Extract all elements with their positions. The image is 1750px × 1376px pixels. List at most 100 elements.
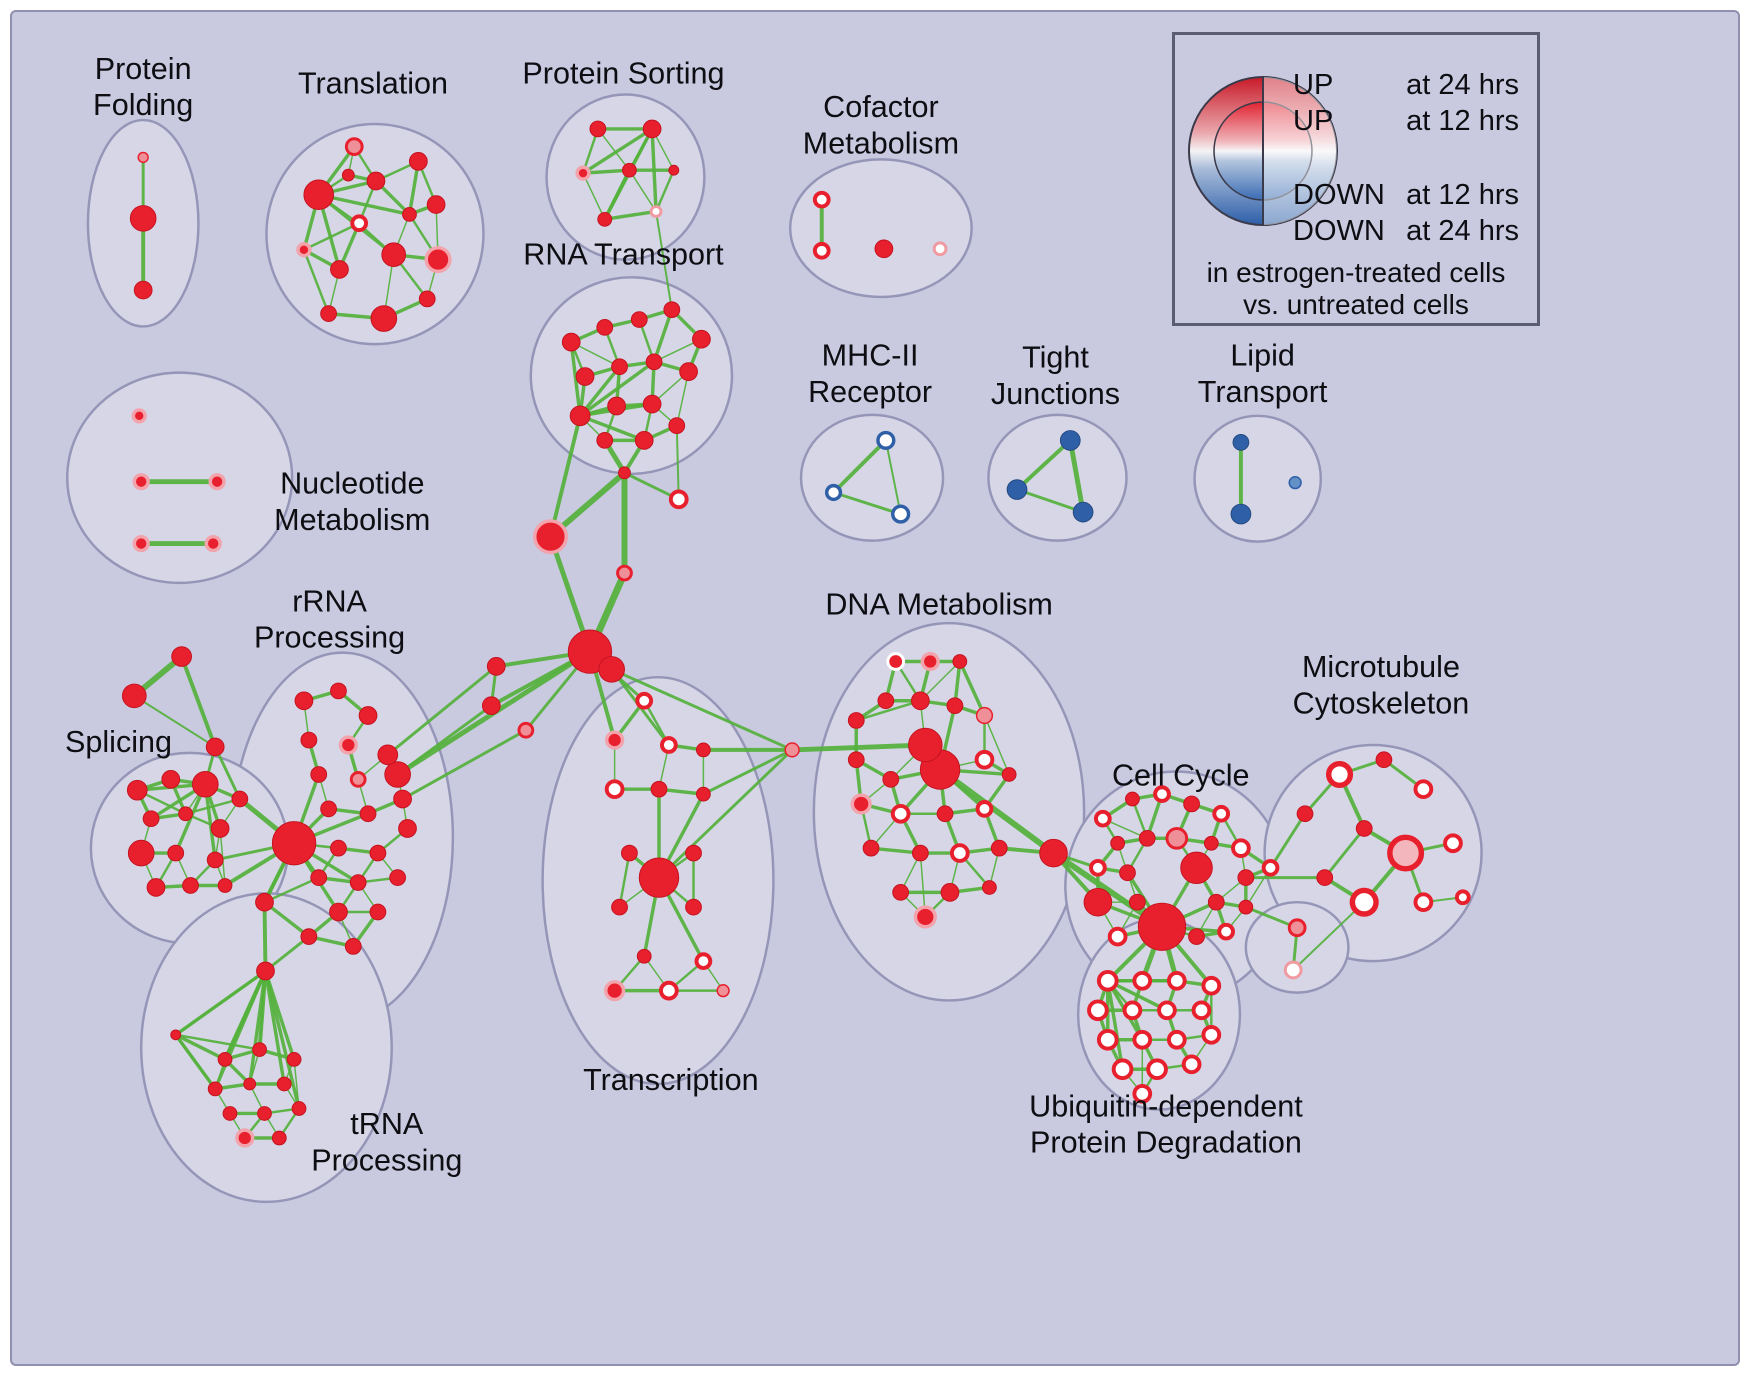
node-t1 bbox=[303, 179, 335, 210]
edge bbox=[937, 766, 1057, 857]
node-t7 bbox=[381, 242, 407, 267]
node-rt1 bbox=[596, 319, 614, 336]
node-s7 bbox=[127, 839, 155, 867]
edge bbox=[581, 168, 632, 175]
node-q4 bbox=[1087, 999, 1109, 1022]
node-q7 bbox=[1191, 1000, 1212, 1021]
node-q8 bbox=[1096, 1028, 1119, 1051]
edge bbox=[174, 1033, 217, 1090]
node-s2 bbox=[191, 771, 219, 798]
node-t10 bbox=[370, 305, 398, 332]
edge bbox=[581, 127, 654, 175]
legend-row-up-24: UP at 24 hrs bbox=[1293, 69, 1519, 102]
node-u1 bbox=[170, 1029, 182, 1041]
edge bbox=[1323, 827, 1366, 880]
network-canvas: Protein Folding Translation Protein Sorting… bbox=[10, 10, 1740, 1366]
node-c10 bbox=[1203, 835, 1219, 851]
node-x10 bbox=[611, 898, 628, 916]
network-figure: Protein Folding Translation Protein Sorting… bbox=[65, 52, 1483, 1204]
node-r7 bbox=[384, 761, 411, 788]
node-b6 bbox=[598, 656, 625, 683]
node-rt10 bbox=[607, 396, 626, 416]
node-t0 bbox=[344, 137, 364, 156]
label-protein-folding: Protein Folding bbox=[93, 52, 193, 122]
node-s12 bbox=[217, 878, 233, 893]
node-d7 bbox=[975, 706, 994, 725]
node-d21 bbox=[990, 839, 1008, 857]
node-d24 bbox=[982, 880, 997, 895]
node-r5 bbox=[338, 735, 358, 755]
legend: UP at 24 hrs UP at 12 hrs DOWN at 12 hrs… bbox=[1172, 32, 1540, 326]
node-d19 bbox=[911, 844, 929, 862]
node-c14 bbox=[1237, 869, 1255, 886]
node-x9 bbox=[685, 844, 702, 862]
node-s0 bbox=[126, 779, 148, 801]
node-t12 bbox=[341, 168, 355, 182]
node-r9 bbox=[349, 771, 367, 788]
legend-updown-circle bbox=[1188, 76, 1338, 226]
node-c21 bbox=[1217, 922, 1235, 941]
node-rt12 bbox=[596, 432, 614, 449]
node-d5 bbox=[910, 691, 930, 711]
node-c4 bbox=[1153, 785, 1171, 803]
edge bbox=[603, 209, 658, 222]
node-r10 bbox=[393, 789, 412, 809]
node-b4 bbox=[616, 564, 633, 582]
node-q0 bbox=[1096, 969, 1119, 992]
node-c18 bbox=[1238, 899, 1254, 915]
node-r16 bbox=[310, 869, 328, 886]
cluster-rna-transport bbox=[529, 276, 734, 476]
node-s3 bbox=[231, 790, 249, 808]
node-ps4 bbox=[668, 164, 680, 176]
node-t13 bbox=[402, 207, 417, 222]
node-r22 bbox=[344, 938, 362, 955]
legend-row-down-12: DOWN at 12 hrs bbox=[1293, 179, 1519, 212]
legend-dir-label: DOWN bbox=[1293, 179, 1385, 211]
node-t8 bbox=[424, 246, 452, 274]
edge bbox=[262, 900, 311, 939]
node-ps5 bbox=[597, 211, 613, 227]
node-t9 bbox=[320, 305, 337, 322]
node-lp2 bbox=[1288, 476, 1302, 490]
edge bbox=[654, 168, 676, 213]
node-t4 bbox=[350, 214, 369, 233]
edge bbox=[578, 364, 622, 418]
legend-time-label: at 12 hrs bbox=[1406, 179, 1519, 211]
node-r4 bbox=[300, 731, 318, 749]
node-lp0 bbox=[1232, 434, 1250, 451]
cluster-small-group bbox=[1244, 900, 1350, 994]
node-x15 bbox=[659, 980, 679, 1001]
node-u2 bbox=[217, 1052, 233, 1067]
node-r0 bbox=[271, 821, 317, 866]
node-c5 bbox=[1183, 795, 1200, 813]
node-u12 bbox=[271, 1130, 287, 1146]
node-m1 bbox=[824, 483, 843, 502]
node-s8 bbox=[167, 844, 185, 862]
node-r2 bbox=[330, 682, 347, 700]
node-ps0 bbox=[589, 120, 607, 138]
node-q1 bbox=[1132, 970, 1153, 991]
node-c11 bbox=[1231, 838, 1251, 858]
node-r15 bbox=[369, 844, 387, 862]
edge bbox=[983, 714, 1010, 776]
node-mt3 bbox=[1296, 805, 1314, 823]
node-f1 bbox=[121, 683, 147, 709]
node-ps1 bbox=[642, 119, 662, 139]
legend-dir-label: DOWN bbox=[1293, 215, 1385, 247]
node-q15 bbox=[1132, 1083, 1153, 1104]
cluster-lipid-transport bbox=[1193, 414, 1323, 543]
node-n0 bbox=[131, 408, 147, 424]
node-b1 bbox=[618, 466, 631, 480]
node-x4 bbox=[604, 779, 625, 800]
node-x16 bbox=[716, 983, 730, 998]
node-c6 bbox=[1212, 804, 1231, 823]
node-x11 bbox=[685, 898, 702, 916]
node-r1 bbox=[294, 691, 314, 711]
node-d25 bbox=[913, 905, 937, 929]
node-pf2 bbox=[133, 280, 153, 300]
node-x3 bbox=[695, 742, 711, 758]
node-u10 bbox=[291, 1101, 307, 1116]
edge bbox=[578, 414, 646, 443]
node-rt7 bbox=[645, 353, 663, 371]
node-u9 bbox=[257, 1106, 272, 1121]
